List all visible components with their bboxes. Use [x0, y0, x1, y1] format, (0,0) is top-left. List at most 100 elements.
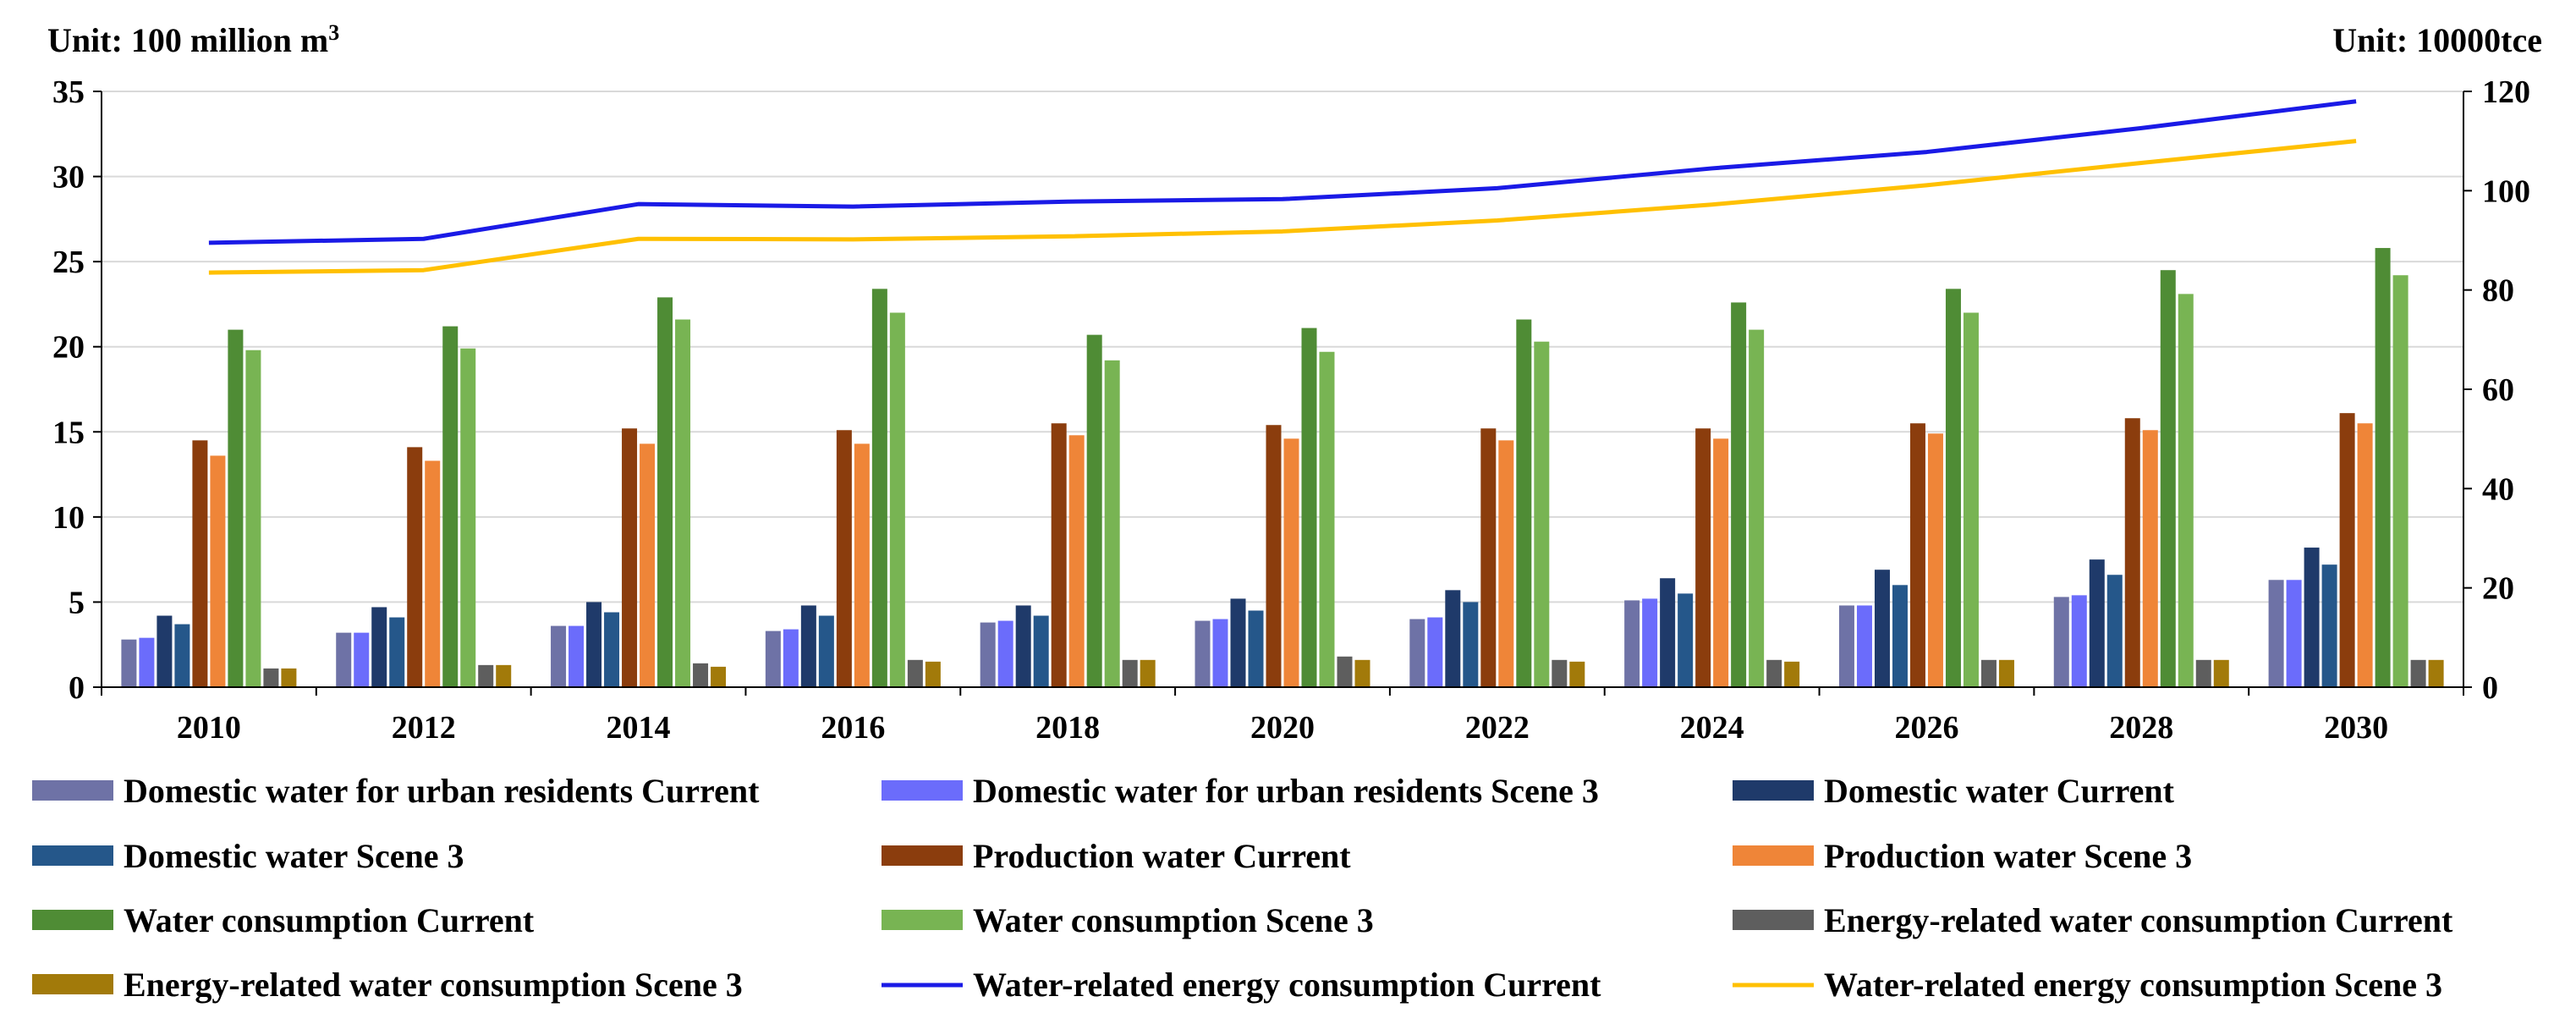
bar	[389, 618, 404, 687]
x-tick-label: 2020	[1250, 710, 1315, 746]
legend-swatch	[32, 845, 113, 866]
bar	[568, 626, 584, 687]
x-tick-label: 2018	[1035, 710, 1100, 746]
bar	[336, 633, 351, 687]
legend-label: Domestic water for urban residents Curre…	[124, 772, 760, 810]
bar	[1213, 619, 1228, 687]
bar	[1069, 435, 1085, 687]
bar	[551, 626, 566, 687]
bar	[1052, 423, 1067, 687]
bar	[2178, 294, 2194, 687]
bar	[2429, 660, 2444, 687]
bar	[1480, 428, 1496, 687]
bar	[1445, 590, 1460, 687]
bar	[228, 330, 243, 687]
bar	[1123, 660, 1138, 687]
right-tick-label: 120	[2482, 74, 2530, 110]
bar	[2304, 548, 2320, 687]
bar	[1034, 616, 1049, 687]
bar	[442, 327, 458, 687]
series-line	[209, 141, 2356, 273]
bar	[1928, 433, 1943, 687]
left-tick-label: 0	[69, 670, 85, 706]
bar	[2269, 580, 2284, 687]
bar	[2411, 660, 2426, 687]
bar	[139, 638, 154, 687]
bar	[2214, 660, 2229, 687]
bar	[693, 663, 708, 687]
bar	[2072, 595, 2087, 687]
bar	[640, 443, 655, 687]
legend-label: Water-related energy consumption Current	[973, 966, 1601, 1004]
bar	[1839, 605, 1854, 687]
bar	[263, 669, 278, 687]
left-tick-label: 10	[52, 500, 85, 536]
legend-swatch	[1733, 910, 1814, 930]
bar	[925, 662, 941, 687]
bar	[478, 665, 493, 687]
bar	[1498, 440, 1513, 687]
bar	[1463, 602, 1478, 687]
bar	[1409, 619, 1425, 687]
bar	[1534, 342, 1549, 687]
x-tick-label: 2022	[1465, 710, 1530, 746]
bar	[2196, 660, 2211, 687]
legend-label: Water-related energy consumption Scene 3	[1824, 966, 2442, 1004]
bar	[1857, 605, 1872, 687]
bar	[890, 312, 905, 687]
bar	[819, 616, 834, 687]
bar	[1337, 657, 1353, 687]
left-tick-label: 25	[52, 245, 85, 280]
legend-label: Energy-related water consumption Current	[1824, 901, 2453, 939]
bar	[1320, 352, 1335, 687]
bar	[837, 430, 852, 687]
bar	[1660, 578, 1675, 687]
legend-swatch	[32, 974, 113, 994]
x-tick-label: 2010	[177, 710, 241, 746]
bar	[1195, 621, 1211, 687]
legend-swatch	[882, 780, 963, 801]
bar	[1784, 662, 1799, 687]
legend-label: Production water Scene 3	[1824, 837, 2192, 875]
bar	[604, 612, 619, 687]
legend-swatch	[1733, 780, 1814, 801]
bar	[1624, 600, 1640, 687]
legend-label: Water consumption Current	[124, 901, 535, 939]
bar	[854, 443, 870, 687]
bar	[1087, 335, 1102, 687]
bar	[174, 625, 189, 687]
bar	[245, 350, 261, 687]
bar	[1892, 585, 1908, 687]
bar	[2054, 597, 2069, 687]
bar	[801, 605, 816, 687]
right-tick-label: 100	[2482, 173, 2530, 209]
bar	[1946, 289, 1961, 687]
bar	[2340, 413, 2355, 687]
bar	[1999, 660, 2014, 687]
x-tick-label: 2030	[2324, 710, 2388, 746]
bar	[1713, 438, 1728, 687]
bar	[711, 667, 726, 687]
bar	[1284, 438, 1299, 687]
bar	[157, 616, 172, 687]
legend-swatch	[32, 780, 113, 801]
left-tick-label: 5	[69, 585, 85, 620]
right-tick-label: 60	[2482, 372, 2514, 408]
bar	[281, 669, 296, 687]
bar	[1231, 598, 1246, 687]
bar	[1749, 330, 1764, 687]
bar	[1355, 660, 1370, 687]
bar	[2143, 430, 2158, 687]
bar	[1731, 302, 1746, 687]
bar	[2358, 423, 2373, 687]
bar	[622, 428, 637, 687]
left-tick-label: 15	[52, 415, 85, 450]
legend-label: Domestic water for urban residents Scene…	[973, 772, 1599, 810]
bar	[354, 633, 369, 687]
bar	[783, 630, 799, 687]
bar	[2161, 270, 2176, 687]
bar	[1678, 593, 1693, 687]
bar	[192, 440, 207, 687]
bar	[1642, 598, 1657, 687]
bar	[1875, 570, 1890, 687]
